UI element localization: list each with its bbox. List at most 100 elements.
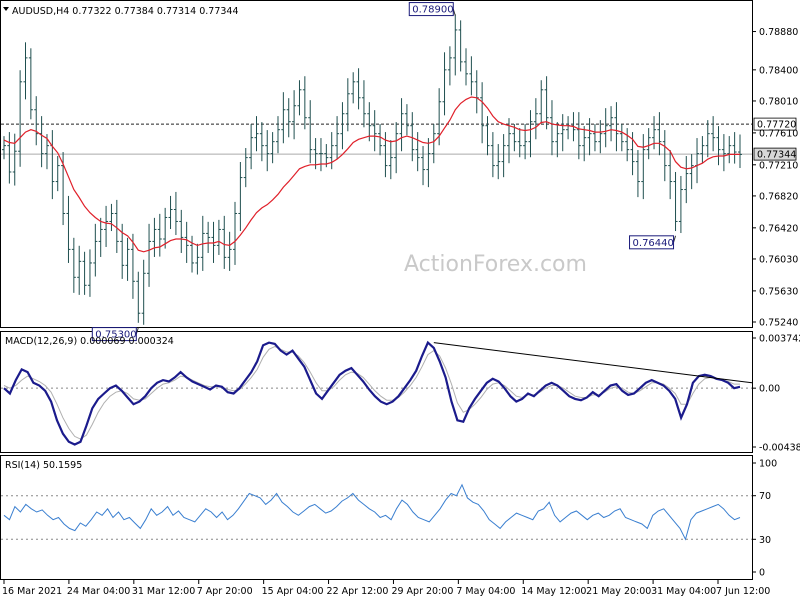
candle	[98, 217, 103, 257]
rsi-levels	[1, 495, 752, 540]
candle	[281, 92, 286, 144]
price-y-tick-label: 0.75630	[759, 286, 798, 297]
price-y-tick-label: 0.78400	[759, 65, 798, 76]
candle	[297, 80, 302, 116]
candle	[2, 136, 6, 160]
candle	[367, 102, 372, 142]
candle	[157, 213, 162, 257]
candle	[265, 130, 270, 172]
candle	[313, 138, 318, 170]
candle	[635, 150, 640, 198]
candle	[544, 76, 549, 130]
candle	[18, 70, 23, 167]
candle	[329, 132, 334, 170]
candle	[50, 130, 55, 200]
candle	[447, 46, 452, 86]
candle	[190, 235, 195, 273]
price-y-tick-label: 0.77210	[759, 160, 798, 171]
candle	[163, 207, 168, 249]
candle	[415, 132, 420, 172]
candle	[227, 231, 232, 271]
price-header-text: AUDUSD,H4 0.77322 0.77384 0.77314 0.7734…	[12, 6, 239, 17]
candle	[657, 112, 662, 156]
rsi-header-text: RSI(14) 50.1595	[5, 460, 82, 471]
candle	[614, 102, 619, 152]
candle	[254, 116, 259, 152]
candle	[576, 112, 581, 160]
candle	[721, 134, 726, 172]
candle	[335, 116, 340, 160]
macd-y-tick-label: 0.00	[759, 384, 780, 395]
macd-panel-frame	[0, 331, 753, 453]
rsi-y-tick-label: 100	[759, 459, 777, 470]
candle	[678, 175, 683, 234]
candle	[345, 78, 350, 132]
candle	[361, 80, 366, 128]
candle	[104, 205, 109, 247]
x-tick-label: 22 Apr 12:00	[327, 586, 389, 597]
candle	[394, 122, 399, 174]
rsi-y-axis: 100 70 30 0	[752, 459, 777, 579]
candle	[485, 116, 490, 156]
macd-y-tick-label: 0.003742	[759, 334, 800, 345]
candle	[625, 128, 630, 162]
candle	[727, 136, 732, 164]
candle	[711, 116, 716, 152]
macd-lines	[3, 340, 753, 446]
annotation-label: 0.75300	[95, 330, 136, 341]
x-axis: 16 Mar 2021 24 Mar 04:00 31 Mar 12:00 7 Apr…	[2, 580, 770, 597]
annotation-box	[91, 327, 137, 342]
candle	[324, 144, 329, 168]
candle	[184, 221, 189, 263]
candle	[560, 114, 565, 152]
annotation-label: 0.76440	[633, 238, 674, 249]
price-level-label: 0.77720	[757, 120, 796, 131]
price-y-tick-label: 0.77610	[759, 128, 798, 139]
price-y-tick-label: 0.78880	[759, 27, 798, 38]
candle	[93, 223, 98, 277]
price-annotations: 0.78900 0.75300 0.76440	[91, 2, 677, 342]
watermark: ActionForex.com	[404, 252, 587, 277]
candle	[356, 68, 361, 110]
x-tick-label: 16 Mar 2021	[2, 586, 62, 597]
candle	[609, 106, 614, 142]
price-y-tick-label: 0.76420	[759, 223, 798, 234]
candle	[259, 122, 264, 162]
candle	[388, 140, 393, 180]
candle	[689, 154, 694, 190]
candle	[480, 82, 485, 144]
price-y-tick-label: 0.75240	[759, 318, 798, 329]
candle	[44, 134, 49, 170]
x-tick-label: 31 May 04:00	[651, 586, 716, 597]
candle	[71, 237, 76, 293]
candle	[351, 72, 356, 104]
candle	[458, 20, 463, 72]
candle	[55, 156, 60, 192]
candle	[130, 233, 135, 299]
candle	[566, 116, 571, 140]
candle	[66, 195, 71, 263]
candle	[179, 209, 184, 253]
moving-average-layer	[3, 96, 740, 253]
candle	[426, 138, 431, 188]
candle	[512, 124, 517, 152]
candle	[168, 195, 173, 230]
rsi-panel-frame	[0, 455, 753, 580]
price-panel-frame	[0, 0, 753, 328]
candle	[603, 108, 608, 148]
candle	[152, 217, 157, 257]
macd-trendline	[433, 342, 753, 384]
price-y-tick-label: 0.78010	[759, 96, 798, 107]
candle	[464, 48, 469, 86]
candle	[292, 90, 297, 140]
macd-header-text: MACD(12,26,9) 0.000069 0.000324	[5, 336, 174, 347]
candle	[114, 199, 119, 253]
candle	[302, 76, 307, 130]
candle	[28, 48, 33, 120]
candle	[662, 130, 667, 182]
candle	[318, 138, 323, 172]
x-tick-label: 15 Apr 04:00	[262, 586, 324, 597]
candle	[195, 243, 200, 275]
candle	[77, 245, 82, 295]
